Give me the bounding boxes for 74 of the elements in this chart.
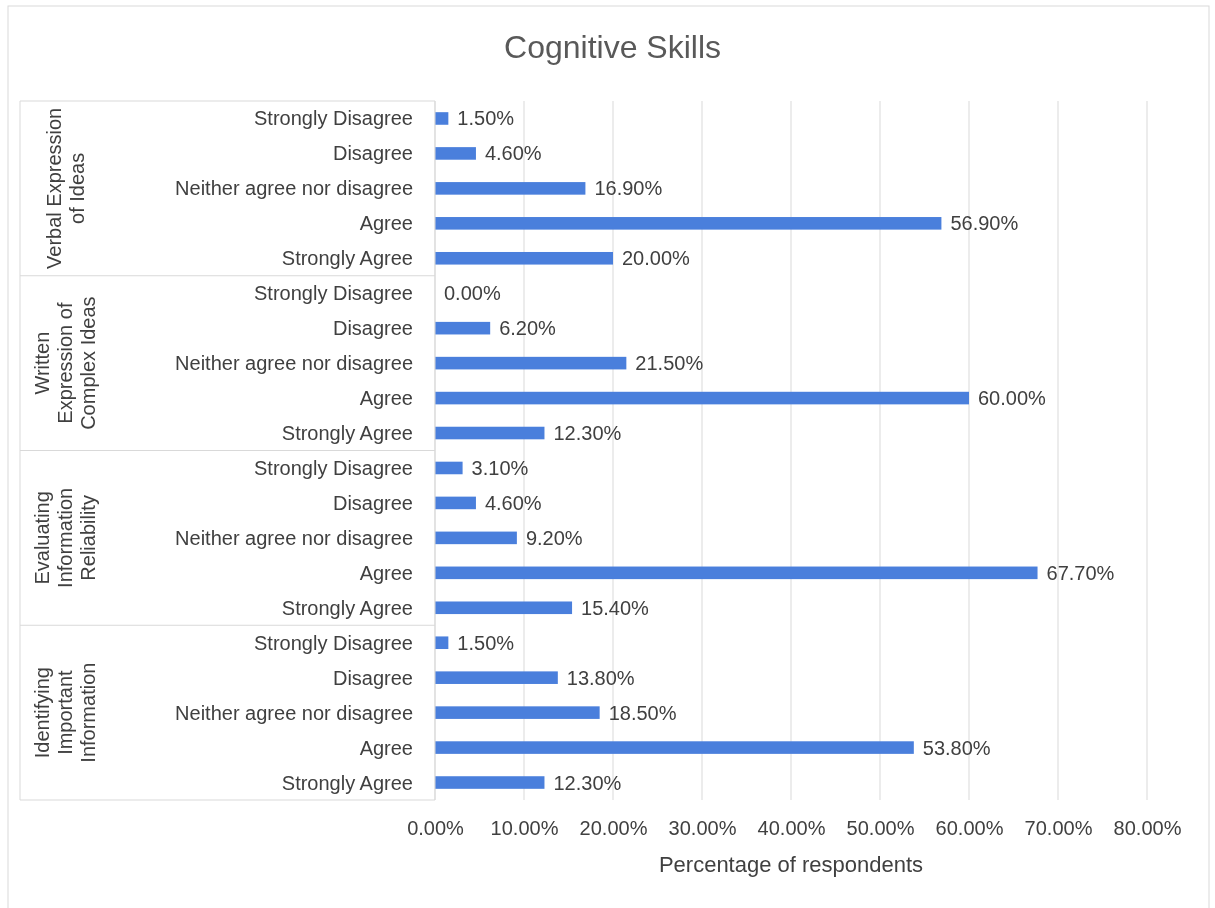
bar xyxy=(435,741,914,754)
bar xyxy=(435,636,449,650)
bar xyxy=(435,566,1038,580)
y-tick-label: Disagree xyxy=(332,142,413,165)
data-label: 15.40% xyxy=(581,596,650,619)
x-tick-label: 10.00% xyxy=(490,817,559,839)
x-tick-label: 30.00% xyxy=(668,817,737,839)
x-tick-label: 0.00% xyxy=(407,817,465,839)
y-tick-label: Strongly Disagree xyxy=(254,282,413,305)
data-label: 20.00% xyxy=(622,247,691,270)
data-label: 12.30% xyxy=(553,771,622,794)
bar xyxy=(435,461,463,475)
y-tick-label: Strongly Agree xyxy=(281,596,413,619)
data-label: 9.20% xyxy=(525,526,583,549)
text: Identifying Important Information xyxy=(31,662,99,763)
x-axis-title: Percentage of respondents xyxy=(658,852,924,877)
x-tick-label: 20.00% xyxy=(579,817,648,839)
bar xyxy=(435,601,573,615)
bar xyxy=(435,217,942,230)
data-label: 18.50% xyxy=(608,701,677,724)
y-tick-label: Agree xyxy=(359,212,413,235)
bar xyxy=(435,706,600,719)
data-label: 21.50% xyxy=(635,352,704,375)
y-tick-label: Strongly Disagree xyxy=(254,631,413,654)
data-label: 56.90% xyxy=(950,212,1019,235)
bar xyxy=(435,391,969,405)
bar xyxy=(435,321,491,335)
y-tick-label: Agree xyxy=(359,736,413,759)
y-tick-label: Disagree xyxy=(332,666,413,689)
y-tick-label: Strongly Agree xyxy=(281,247,413,270)
data-label: 53.80% xyxy=(922,736,991,759)
y-tick-label: Agree xyxy=(359,387,413,410)
bar xyxy=(435,776,545,789)
x-tick-label: 50.00% xyxy=(846,817,915,839)
x-tick-label: 60.00% xyxy=(935,817,1004,839)
text: Evaluating Information Reliability xyxy=(31,487,99,588)
y-tick-label: Neither agree nor disagree xyxy=(175,526,413,549)
data-label: 16.90% xyxy=(594,177,663,200)
bar xyxy=(435,496,476,510)
y-tick-label: Neither agree nor disagree xyxy=(175,701,413,724)
y-tick-label: Agree xyxy=(359,561,413,584)
text: Written Expression of Complex Ideas xyxy=(31,296,99,430)
data-label: 1.50% xyxy=(457,107,515,130)
data-label: 13.80% xyxy=(566,666,635,689)
data-label: 67.70% xyxy=(1046,561,1115,584)
chart-title: Cognitive Skills xyxy=(504,29,721,65)
data-label: 4.60% xyxy=(484,491,542,514)
y-tick-label: Strongly Disagree xyxy=(254,107,413,130)
x-tick-label: 80.00% xyxy=(1113,817,1182,839)
data-label: 4.60% xyxy=(484,142,542,165)
data-label: 60.00% xyxy=(978,387,1047,410)
data-label: 0.00% xyxy=(444,282,501,305)
y-tick-label: Disagree xyxy=(332,317,413,340)
y-tick-label: Neither agree nor disagree xyxy=(175,177,413,200)
text: Verbal Expression of Ideas xyxy=(42,107,88,269)
data-label: 1.50% xyxy=(457,631,515,654)
data-label: 3.10% xyxy=(471,456,529,479)
x-tick-label: 70.00% xyxy=(1024,817,1093,839)
bar xyxy=(435,182,586,195)
bar xyxy=(435,426,545,440)
bar xyxy=(435,531,517,545)
data-label: 6.20% xyxy=(499,317,557,340)
data-label: 12.30% xyxy=(553,422,622,445)
y-tick-label: Neither agree nor disagree xyxy=(175,352,413,375)
y-tick-label: Disagree xyxy=(332,491,413,514)
bar xyxy=(435,671,558,684)
bar xyxy=(435,251,613,265)
bar xyxy=(435,356,627,370)
bar xyxy=(435,112,449,125)
y-tick-label: Strongly Agree xyxy=(281,771,413,794)
x-tick-label: 40.00% xyxy=(757,817,826,839)
y-tick-label: Strongly Agree xyxy=(281,422,413,445)
y-tick-label: Strongly Disagree xyxy=(254,456,413,479)
bar xyxy=(435,147,476,160)
